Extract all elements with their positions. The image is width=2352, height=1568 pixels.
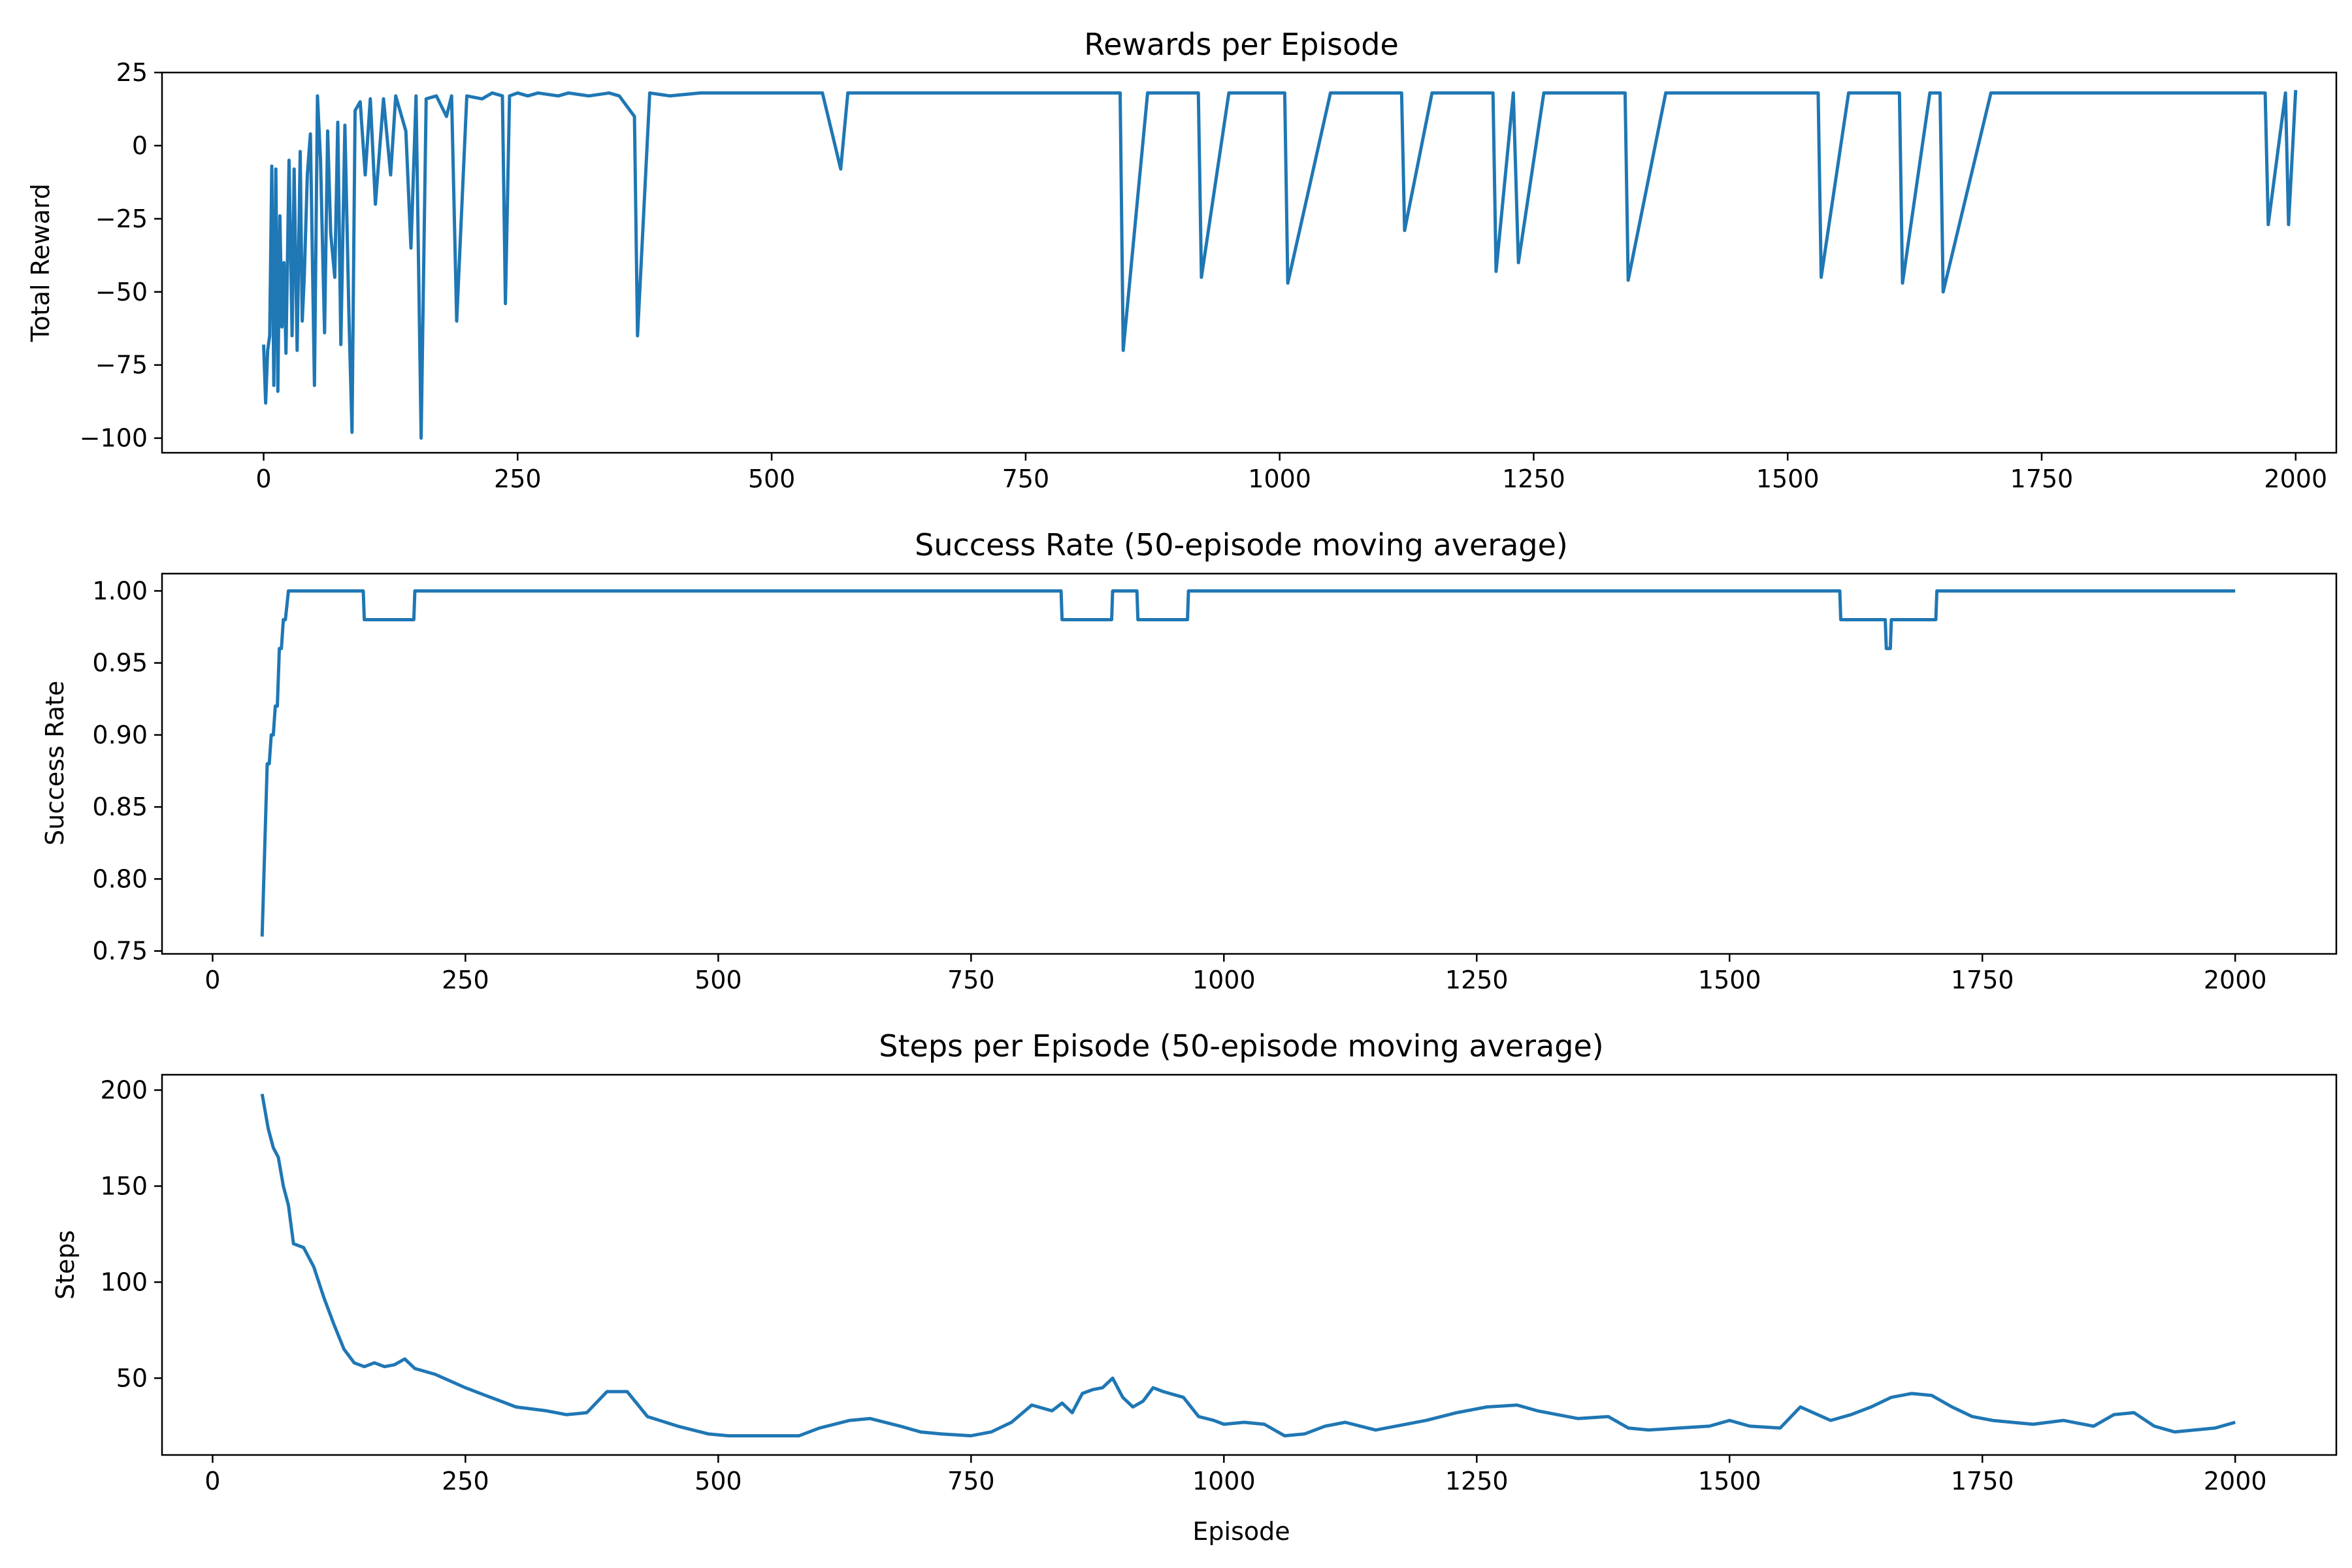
- steps-series-line: [260, 1093, 2236, 1438]
- success-rate-x-tick-label: 1000: [1192, 966, 1256, 994]
- rewards-y-tick-label: −75: [95, 351, 148, 380]
- success-rate-series-line: [260, 589, 2236, 937]
- steps-chart-frame: [161, 1073, 2338, 1456]
- steps-chart: Steps per Episode (50-episode moving ave…: [51, 1028, 2338, 1546]
- success-rate-x-tick-label: 2000: [2204, 966, 2267, 994]
- rewards-y-tick-label: 25: [116, 58, 148, 87]
- success-rate-chart: Success Rate (50-episode moving average)…: [41, 527, 2338, 994]
- rewards-x-tick-label: 500: [748, 465, 796, 493]
- success-rate-y-tick-label: 0.95: [92, 649, 148, 678]
- steps-chart-ticks: 0 250 500 750 1000 1250 1500 1750 2000 50 100 150 20…: [100, 1076, 2266, 1495]
- steps-x-tick-label: 1000: [1192, 1467, 1256, 1495]
- success-rate-y-tick-label: 0.85: [92, 792, 148, 821]
- steps-chart-title: Steps per Episode (50-episode moving ave…: [879, 1028, 1603, 1064]
- success-rate-x-tick-label: 750: [947, 966, 995, 994]
- steps-x-tick-label: 0: [204, 1467, 220, 1495]
- rewards-y-tick-label: −25: [95, 204, 148, 233]
- rewards-x-tick-label: 1000: [1248, 465, 1311, 493]
- success-rate-x-tick-label: 1500: [1698, 966, 1761, 994]
- success-rate-y-tick-label: 0.75: [92, 937, 148, 966]
- rewards-series-line: [262, 90, 2298, 440]
- rewards-x-tick-label: 1750: [2010, 465, 2074, 493]
- success-rate-chart-frame: [161, 572, 2338, 955]
- steps-chart-xlabel: Episode: [1192, 1517, 1290, 1546]
- rewards-y-tick-label: 0: [132, 131, 148, 160]
- rewards-x-tick-label: 1500: [1756, 465, 1820, 493]
- success-rate-chart-ylabel: Success Rate: [41, 681, 69, 845]
- rewards-chart-ticks: 0 250 500 750 1000 1250 1500 1750 2000−100−75−50…: [80, 58, 2328, 493]
- rewards-x-tick-label: 0: [255, 465, 271, 493]
- success-rate-x-tick-label: 0: [204, 966, 220, 994]
- success-rate-x-tick-label: 1250: [1445, 966, 1509, 994]
- steps-x-tick-label: 2000: [2204, 1467, 2267, 1495]
- rewards-y-tick-label: −50: [95, 278, 148, 306]
- rewards-chart-frame: [161, 71, 2338, 454]
- rewards-x-tick-label: 2000: [2264, 465, 2327, 493]
- steps-x-tick-label: 1250: [1445, 1467, 1509, 1495]
- steps-y-tick-label: 200: [100, 1076, 148, 1105]
- steps-y-tick-label: 150: [100, 1171, 148, 1200]
- steps-y-tick-label: 50: [116, 1364, 148, 1392]
- steps-x-tick-label: 1750: [1951, 1467, 2014, 1495]
- success-rate-x-tick-label: 500: [694, 966, 742, 994]
- rewards-chart: Rewards per Episode Total Reward 0 250 500…: [26, 27, 2338, 493]
- rewards-x-tick-label: 750: [1002, 465, 1050, 493]
- rewards-x-tick-label: 250: [494, 465, 542, 493]
- rewards-x-tick-label: 1250: [1502, 465, 1565, 493]
- steps-y-tick-label: 100: [100, 1267, 148, 1296]
- success-rate-x-tick-label: 1750: [1951, 966, 2014, 994]
- success-rate-x-tick-label: 250: [442, 966, 489, 994]
- rewards-y-tick-label: −100: [80, 424, 148, 453]
- success-rate-chart-title: Success Rate (50-episode moving average): [915, 527, 1568, 563]
- success-rate-y-tick-label: 1.00: [92, 576, 148, 605]
- rewards-chart-title: Rewards per Episode: [1084, 27, 1399, 62]
- steps-x-tick-label: 250: [442, 1467, 489, 1495]
- success-rate-y-tick-label: 0.80: [92, 864, 148, 893]
- steps-x-tick-label: 500: [694, 1467, 742, 1495]
- steps-x-tick-label: 750: [947, 1467, 995, 1495]
- rewards-chart-ylabel: Total Reward: [26, 184, 55, 342]
- steps-x-tick-label: 1500: [1698, 1467, 1761, 1495]
- success-rate-y-tick-label: 0.90: [92, 721, 148, 749]
- success-rate-chart-ticks: 0 250 500 750 1000 1250 1500 1750 2000 0.75 0.80 0.…: [92, 576, 2266, 994]
- steps-chart-ylabel: Steps: [51, 1230, 80, 1299]
